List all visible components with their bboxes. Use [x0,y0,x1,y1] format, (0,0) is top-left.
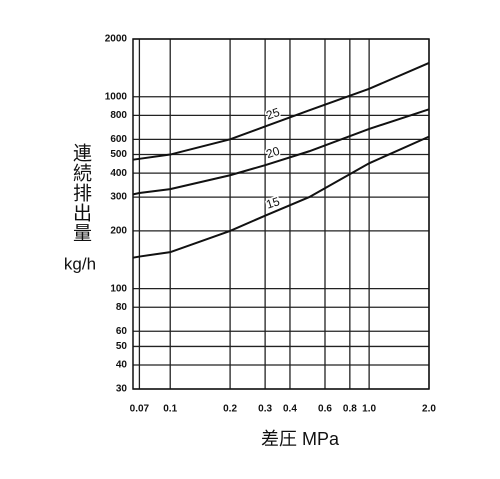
y-tick-label: 60 [116,326,128,337]
y-tick-label: 400 [110,168,127,179]
y-tick-label: 80 [116,302,128,313]
y-tick-label: 300 [110,192,127,203]
y-tick-label: 200 [110,226,127,237]
y-tick-label: 40 [116,360,128,371]
x-tick-label: 0.07 [130,404,150,415]
curve [132,62,430,161]
y-tick-label: 100 [110,283,127,294]
x-tick-label: 0.3 [258,404,272,415]
x-tick-label: 0.8 [343,404,357,415]
curve-label: 15 [264,194,281,212]
x-tick-label: 0.4 [283,404,297,415]
x-tick-label: 0.1 [163,404,177,415]
y-tick-label: 30 [116,384,128,395]
y-tick-label: 1000 [105,91,128,102]
plot-frame [132,38,430,390]
y-tick-label: 800 [110,110,127,121]
x-tick-label: 1.0 [362,404,376,415]
curve-label: 25 [264,105,281,123]
curve [132,135,430,259]
curve [132,108,430,196]
x-tick-label: 0.2 [223,404,237,415]
y-tick-label: 500 [110,149,127,160]
x-tick-label: 2.0 [422,404,436,415]
y-tick-label: 2000 [105,34,128,45]
y-tick-label: 600 [110,134,127,145]
y-axis-label: 連続排出量 [70,143,92,243]
curve-label: 20 [264,144,281,162]
y-axis-unit: kg/h [64,254,96,273]
x-axis-label: 差圧 MPa [261,429,340,449]
y-tick-label: 50 [116,341,128,352]
x-tick-label: 0.6 [318,404,332,415]
